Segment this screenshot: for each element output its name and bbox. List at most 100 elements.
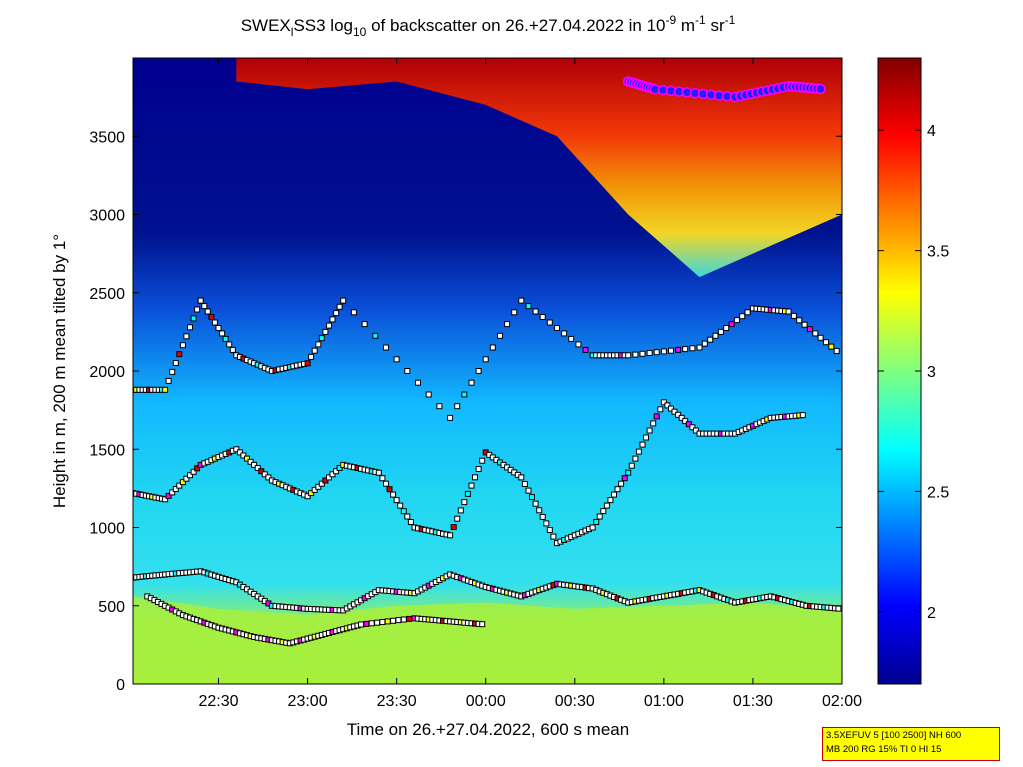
detection-marker (689, 345, 696, 352)
detection-marker (404, 368, 411, 374)
detection-marker (625, 352, 632, 359)
detection-marker (668, 405, 674, 412)
detection-marker (632, 351, 639, 358)
detection-marker (812, 330, 819, 337)
detection-marker (575, 341, 582, 348)
x-tick-label: 23:00 (288, 693, 328, 710)
detection-marker (318, 335, 325, 342)
detection-marker (801, 321, 808, 328)
detection-marker (657, 406, 664, 413)
detection-marker (400, 616, 407, 623)
detection-marker (251, 461, 258, 468)
detection-marker (308, 490, 315, 497)
detection-marker (525, 303, 532, 310)
detection-marker (475, 466, 482, 472)
detection-marker (653, 349, 660, 356)
x-axis-label: Time on 26.+27.04.2022, 600 s mean (347, 720, 629, 739)
detection-marker (806, 326, 813, 333)
detection-marker (395, 617, 402, 624)
detection-marker (165, 492, 172, 499)
detection-marker (219, 330, 226, 337)
detection-marker (639, 441, 646, 448)
y-tick-label: 0 (116, 677, 125, 694)
detection-marker (497, 332, 503, 339)
detection-marker (162, 386, 169, 393)
detection-marker (333, 310, 340, 317)
detection-marker (529, 494, 535, 501)
detection-marker (436, 403, 443, 410)
detection-marker (454, 515, 461, 522)
detection-marker (692, 427, 699, 434)
detection-marker (790, 312, 797, 319)
detection-marker (329, 471, 336, 478)
detection-marker (561, 330, 568, 337)
detection-marker (521, 481, 528, 487)
detection-marker (350, 309, 357, 316)
detection-marker (236, 449, 243, 456)
y-axis: 0 500 1000 1500 2000 2500 3000 3500 (89, 129, 842, 694)
detection-marker (226, 341, 233, 348)
detection-marker (625, 469, 632, 476)
detection-marker (457, 507, 464, 514)
surface-layer-band (133, 596, 842, 684)
detection-marker (728, 321, 735, 328)
detection-marker (635, 448, 642, 455)
title-part: SWEX (241, 16, 291, 35)
detection-marker (375, 469, 382, 476)
detection-marker (254, 465, 261, 471)
detection-marker (229, 346, 236, 353)
detection-marker (172, 486, 179, 492)
title-part: of backscatter on 26.+27.04.2022 in 10 (366, 16, 665, 35)
colorbar-tick-label: 2.5 (927, 484, 949, 501)
detection-marker (603, 502, 610, 509)
detection-marker (190, 468, 197, 475)
detection-marker (653, 413, 660, 420)
detection-marker (179, 342, 186, 349)
detection-marker (461, 391, 468, 398)
detection-marker (682, 418, 689, 425)
detection-marker (308, 353, 315, 360)
detection-marker (568, 335, 575, 342)
detection-marker (322, 477, 329, 484)
detection-marker (187, 324, 193, 331)
detection-marker (543, 520, 550, 527)
detection-marker (326, 322, 332, 329)
detection-marker (172, 360, 179, 366)
detection-marker (372, 332, 379, 339)
detection-marker (397, 502, 404, 509)
detection-marker (336, 303, 343, 310)
colorbar-tick-label: 2 (927, 605, 936, 622)
title-sub: l (291, 25, 294, 39)
detection-marker (233, 446, 240, 453)
detection-marker (176, 482, 183, 489)
detection-marker (222, 335, 229, 342)
settings-annotation-box: 3.5XEFUV 5 [100 2500] NH 600 MB 200 RG 1… (822, 727, 1000, 761)
detection-marker (685, 421, 692, 428)
detection-marker (311, 347, 318, 354)
detection-marker (454, 403, 461, 410)
detection-marker (546, 527, 553, 533)
detection-marker (536, 507, 543, 514)
detection-marker (614, 486, 621, 493)
detection-marker (187, 472, 193, 479)
detection-marker (828, 343, 835, 350)
detection-marker (504, 321, 511, 328)
detection-marker (833, 348, 840, 354)
title-sup: -1 (725, 13, 736, 27)
detection-marker (368, 620, 375, 627)
detection-marker (733, 317, 740, 324)
detection-marker (461, 499, 468, 506)
detection-marker (823, 339, 829, 346)
detection-marker (447, 532, 454, 539)
detection-marker (532, 308, 539, 315)
detection-marker (639, 350, 646, 357)
y-tick-label: 3000 (89, 208, 125, 225)
detection-marker (464, 490, 471, 497)
detection-marker (532, 500, 539, 507)
detection-marker (400, 508, 407, 515)
x-tick-label: 01:00 (644, 693, 684, 710)
detection-marker (211, 319, 218, 326)
heatmap-layer-bands (133, 58, 842, 684)
detection-marker (425, 391, 432, 398)
detection-marker (701, 340, 708, 347)
